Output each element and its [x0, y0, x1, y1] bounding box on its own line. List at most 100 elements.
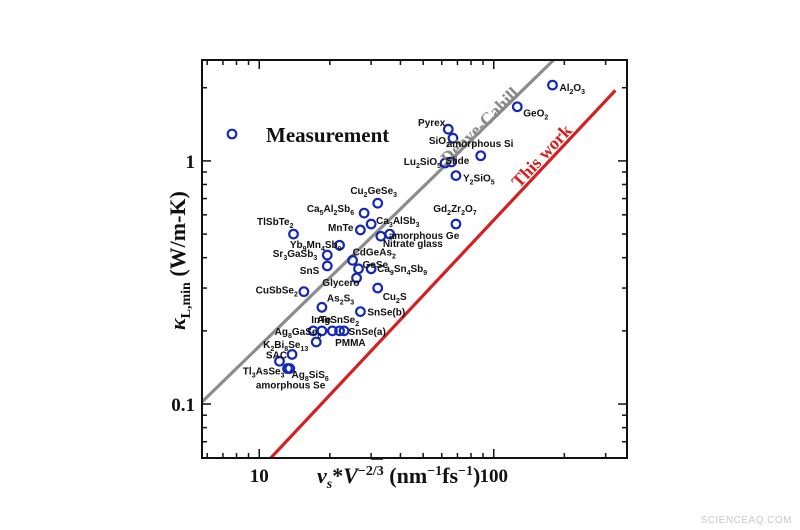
point-label-subscript: 2	[461, 210, 465, 217]
point-label-subscript: 5	[320, 210, 324, 217]
point-label: Yb9Mn4Sb9	[290, 240, 342, 253]
data-point	[334, 325, 345, 337]
point-label-text: MnTe	[328, 223, 354, 234]
x-axis-label: vs*V−2/3 (nm−1fs−1)	[317, 463, 480, 492]
point-label-subscript: 6	[350, 210, 354, 217]
point-label: InTe	[311, 315, 331, 326]
point-label-text: amorphous Si	[447, 139, 514, 150]
point-label: CuSbSe2	[256, 286, 298, 299]
x-axis-label-fs: fs	[442, 463, 458, 488]
x-axis-label-vbar: V	[343, 463, 360, 488]
point-label: SnS	[300, 266, 320, 277]
x-axis-label-v: v	[317, 463, 327, 488]
y-tick-label: 1	[186, 152, 196, 173]
point-label-subscript: 2	[447, 210, 451, 217]
point-label-subscript: 2	[544, 115, 548, 122]
point-label: Cu2S	[383, 292, 407, 305]
data-point	[316, 301, 328, 313]
x-tick-label: 100	[480, 466, 509, 487]
data-point	[326, 325, 338, 337]
point-label-subscript: 3	[313, 255, 317, 262]
point-label-subscript: 3	[350, 299, 354, 306]
data-point	[511, 101, 523, 113]
point-label-text: SiO	[429, 136, 446, 147]
y-axis-label: κL,min (W/m-K)	[165, 191, 194, 330]
point-label-subscript: 9	[303, 246, 307, 253]
point-label-text: AsSe	[256, 367, 281, 378]
point-label-subscript: 2	[416, 163, 420, 170]
point-label-text: TlSbTe	[257, 217, 290, 228]
series-line	[269, 89, 617, 458]
point-label-text: Sn	[394, 264, 407, 275]
point-label: Pyrex	[418, 118, 446, 129]
point-label: Lu2SiO5	[404, 157, 441, 170]
point-label-text: CuSbSe	[256, 286, 295, 297]
point-label-subscript: 3	[581, 89, 585, 96]
point-label-text: Gd	[433, 204, 447, 215]
point-label: Gd2Zr2O7	[433, 204, 476, 217]
point-label-subscript: 2	[569, 89, 573, 96]
legend-marker	[226, 128, 238, 140]
point-label: SnSe(b)	[367, 308, 405, 319]
point-label-text: Tl	[243, 367, 252, 378]
point-label-subscript: 2	[294, 292, 298, 299]
series-line	[202, 60, 555, 404]
point-label-text: Nitrate glass	[383, 239, 443, 250]
point-label-text: GaSe	[292, 327, 318, 338]
point-label: Nitrate glass	[383, 239, 443, 250]
point-label-text: Al	[559, 83, 569, 94]
data-point	[446, 156, 457, 168]
point-label-text: Ca	[377, 264, 390, 275]
x-axis-label-exp3: −1	[458, 464, 473, 479]
point-label-subscript: 3	[389, 222, 393, 229]
point-label-subscript: 2	[340, 299, 344, 306]
point-label: amorphous Se	[256, 381, 326, 392]
point-label: AgSnSe2	[317, 315, 359, 328]
data-point	[298, 286, 310, 298]
data-point	[288, 228, 299, 240]
data-point	[355, 224, 366, 236]
point-label-text: Sb	[325, 240, 338, 251]
point-label-subscript: 8	[284, 346, 288, 353]
point-label-subscript: 2	[392, 253, 396, 260]
data-point	[286, 349, 298, 360]
point-label: Ca3AlSb3	[376, 216, 419, 229]
point-label: SiO2	[429, 136, 450, 149]
data-point	[372, 197, 384, 209]
point-label-subscript: 2	[355, 321, 359, 328]
point-label-subscript: 9	[423, 270, 427, 277]
point-label: amorphous Si	[447, 139, 514, 150]
point-label-text: Yb	[290, 240, 303, 251]
point-label-text: SiO	[474, 174, 491, 185]
point-label-text: Ag	[292, 370, 305, 381]
point-label-text: SiO	[420, 157, 437, 168]
point-label: GeSe	[363, 260, 389, 271]
data-point	[358, 207, 370, 219]
data-point	[353, 263, 364, 275]
data-point	[355, 306, 366, 318]
point-label-subscript: 3	[416, 222, 420, 229]
x-axis-label-exp2: −1	[427, 464, 442, 479]
point-label-text: SnS	[300, 266, 320, 277]
point-label-subscript: 2	[470, 180, 474, 187]
point-label-subscript: 3	[393, 192, 397, 199]
data-point	[439, 157, 451, 169]
point-label-subscript: 3	[281, 373, 285, 380]
point-label-subscript: 8	[288, 333, 292, 340]
point-label-text: Se	[288, 340, 301, 351]
point-label: GeO2	[523, 109, 548, 122]
point-label-text: GeO	[523, 109, 544, 120]
x-axis-label-close: )	[473, 463, 480, 488]
point-label-text: PMMA	[335, 338, 366, 349]
point-label-text: Ca	[376, 216, 389, 227]
point-label-text: O	[573, 83, 581, 94]
data-point	[450, 218, 462, 230]
point-label-text: SiS	[309, 370, 325, 381]
point-label-text: InTe	[311, 315, 331, 326]
point-label-text: CdGeAs	[353, 247, 393, 258]
lines-layer	[202, 60, 617, 458]
point-label-subscript: 3	[283, 255, 287, 262]
data-point	[284, 363, 296, 374]
data-point	[338, 325, 350, 337]
